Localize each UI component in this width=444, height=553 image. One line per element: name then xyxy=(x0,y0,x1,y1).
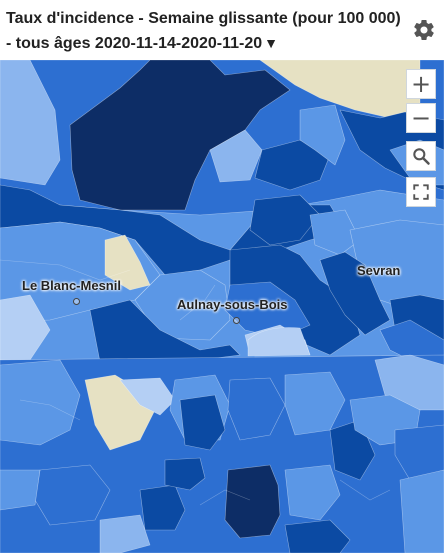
place-marker-le-blanc-mesnil xyxy=(73,298,80,305)
boundary-line-2 xyxy=(19,399,81,421)
commune-sw-pale xyxy=(119,377,176,416)
zoom-out-button[interactable]: − xyxy=(406,103,436,133)
map-header: Taux d'incidence - Semaine glissante (po… xyxy=(0,0,444,60)
commune-aulnay-ne xyxy=(309,209,361,256)
commune-south-light-e xyxy=(99,514,151,553)
fullscreen-icon xyxy=(413,184,429,200)
map-canvas[interactable] xyxy=(0,60,444,553)
commune-south-dark-d xyxy=(164,457,206,491)
commune-north-mid-light xyxy=(209,129,263,183)
commune-blanc-mesnil-east xyxy=(134,269,231,341)
commune-pale-west xyxy=(0,294,51,366)
commune-far-nw xyxy=(0,60,61,186)
commune-north-ribbon xyxy=(299,104,346,166)
place-marker-aulnay-sous-bois xyxy=(233,317,240,324)
period-label: 2020-11-14-2020-11-20 xyxy=(94,35,263,52)
commune-south-east-c xyxy=(399,469,444,553)
commune-sw-light xyxy=(0,359,81,446)
commune-south-dark-e xyxy=(284,519,351,553)
boundary-line-5 xyxy=(199,489,251,506)
commune-south-mid-a xyxy=(227,377,286,441)
commune-aulnay-north xyxy=(249,194,321,246)
search-icon xyxy=(413,148,430,165)
commune-nw-dark xyxy=(69,60,291,211)
caret-down-icon: ▼ xyxy=(264,35,279,51)
boundary-line-3 xyxy=(179,284,216,321)
place-label-aulnay-sous-bois: Aulnay-sous-Bois xyxy=(177,297,288,312)
period-selector[interactable]: 2020-11-14-2020-11-20 ▼ xyxy=(95,35,278,52)
map-title: Taux d'incidence - Semaine glissante (po… xyxy=(6,6,406,56)
place-label-sevran: Sevran xyxy=(357,263,401,278)
commune-sevran-dark xyxy=(319,251,391,336)
commune-south-light-d xyxy=(0,469,41,511)
commune-south-light-c xyxy=(284,464,341,521)
search-button[interactable] xyxy=(406,141,436,171)
zoom-in-button[interactable]: + xyxy=(406,69,436,99)
commune-aulnay-arc xyxy=(247,327,311,357)
boundary-line-4 xyxy=(339,479,391,501)
commune-south-dark-a xyxy=(179,394,226,451)
indicator-title: Taux d'incidence - Semaine glissante (po… xyxy=(6,10,401,52)
gear-icon[interactable] xyxy=(412,18,436,42)
commune-south-darkest xyxy=(224,464,281,539)
choropleth-map[interactable]: Le Blanc-Mesnil Aulnay-sous-Bois Sevran xyxy=(0,60,444,553)
commune-beige-west xyxy=(104,234,151,291)
boundary-line-1 xyxy=(0,259,131,281)
commune-south-dark-c xyxy=(139,484,186,531)
place-label-le-blanc-mesnil: Le Blanc-Mesnil xyxy=(22,278,121,293)
commune-ne-beige xyxy=(259,60,421,119)
fullscreen-button[interactable] xyxy=(406,177,436,207)
